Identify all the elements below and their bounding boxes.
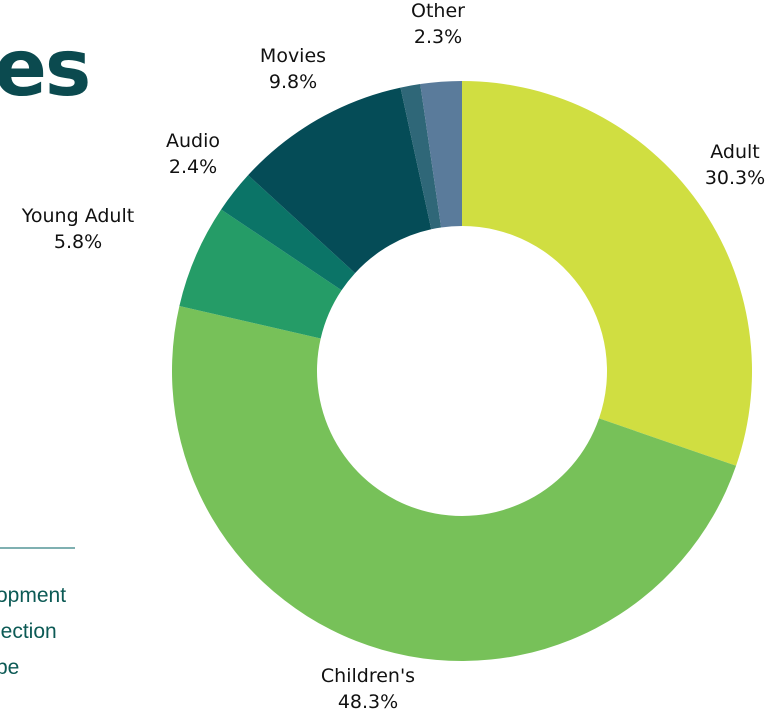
slice-label-name: Other [411, 0, 465, 22]
slice-label-name: Audio [166, 130, 220, 152]
slice-label-value: 48.3% [338, 691, 398, 713]
pie-slice-unlabeled [400, 84, 442, 230]
slice-label-value: 9.8% [269, 71, 317, 93]
slice-label-value: 2.3% [414, 26, 462, 48]
side-text-line: opment [0, 584, 67, 607]
side-text-line: be [0, 656, 20, 679]
chart-slices [172, 81, 752, 661]
slice-label-name: Young Adult [21, 205, 134, 227]
pie-slice-other [420, 81, 462, 228]
page-heading-fragment: es [0, 24, 91, 114]
pie-slice-audio [221, 175, 356, 291]
slice-label-value: 2.4% [169, 156, 217, 178]
pie-slice-children-s [172, 305, 737, 661]
chart-labels: Adult 30.3% Children's 48.3% Young Adult 5.8%… [21, 0, 765, 713]
pie-slice-adult [462, 81, 752, 466]
slice-label-name: Children's [321, 665, 415, 687]
pie-slice-young-adult [179, 209, 342, 339]
side-text-block: opment lection be [0, 578, 66, 686]
slice-label-name: Adult [710, 141, 760, 163]
side-text-line: lection [0, 620, 57, 643]
slice-label-value: 30.3% [705, 167, 765, 189]
pie-slice-movies [248, 87, 432, 274]
slice-label-name: Movies [260, 45, 326, 67]
slice-label-value: 5.8% [54, 231, 102, 253]
divider-line [0, 547, 75, 549]
